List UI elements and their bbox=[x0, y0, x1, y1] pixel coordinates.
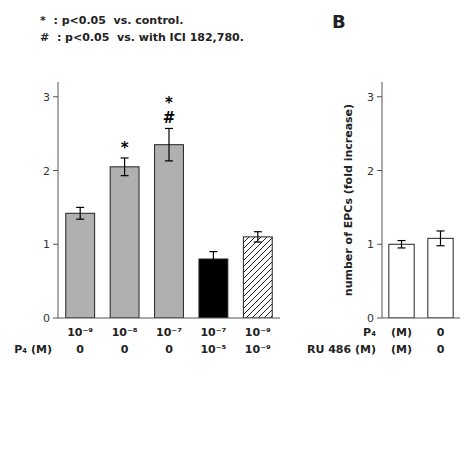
error-cap bbox=[209, 251, 217, 252]
error-cap bbox=[398, 240, 406, 241]
error-stem bbox=[440, 231, 441, 246]
x-category-label: 0 bbox=[121, 343, 129, 356]
y-axis-label: number of EPCs (fold increase) bbox=[342, 104, 355, 296]
row-label: P₄ bbox=[363, 326, 376, 339]
x-category-label: 10⁻⁹ bbox=[67, 326, 93, 339]
x-category-label: 0 bbox=[165, 343, 173, 356]
error-stem bbox=[401, 241, 402, 248]
y-tick-label: 0 bbox=[367, 312, 374, 325]
y-tick-label: 2 bbox=[43, 165, 50, 178]
y-tick bbox=[377, 244, 382, 245]
y-tick bbox=[53, 244, 58, 245]
y-tick bbox=[377, 96, 382, 97]
x-category-label: 10⁻⁹ bbox=[245, 343, 271, 356]
error-bar bbox=[165, 128, 173, 160]
panel: B 0 1 2 3 number of EPCs (fold increase) (M) (M… bbox=[307, 11, 460, 356]
error-cap bbox=[254, 231, 262, 232]
annotation: * bbox=[121, 139, 129, 157]
x-axis-line bbox=[382, 318, 460, 319]
x-category-label: 0 bbox=[76, 343, 84, 356]
y-tick bbox=[53, 318, 58, 319]
x-category-label: 10⁻⁹ bbox=[245, 326, 271, 339]
error-bar bbox=[209, 252, 217, 267]
bar bbox=[155, 145, 184, 318]
error-bar bbox=[254, 232, 262, 242]
x-category-label: 10⁻⁷ bbox=[200, 326, 226, 339]
error-cap bbox=[76, 219, 84, 220]
title: B bbox=[332, 11, 346, 32]
panel: * : p<0.05 vs. control. # : p<0.05 vs. wi… bbox=[14, 14, 280, 356]
bars bbox=[389, 231, 453, 318]
y-tick-label: 3 bbox=[43, 91, 50, 104]
y-tick bbox=[53, 170, 58, 171]
subtitle: * : p<0.05 vs. control. bbox=[40, 14, 183, 27]
bar bbox=[243, 237, 272, 318]
x-category-label: 0 bbox=[437, 326, 445, 339]
bar bbox=[389, 244, 414, 318]
bar bbox=[110, 167, 139, 318]
annotation: * bbox=[165, 94, 173, 112]
subtitle: # : p<0.05 vs. with ICI 182,780. bbox=[40, 31, 244, 44]
error-bar bbox=[437, 231, 445, 246]
x-category-label: 10⁻⁸ bbox=[112, 326, 138, 339]
error-cap bbox=[165, 160, 173, 161]
row-label: P₄ (M) bbox=[14, 343, 52, 356]
y-axis-line bbox=[382, 82, 383, 318]
bar bbox=[428, 238, 453, 318]
x-category-label: 10⁻⁷ bbox=[156, 326, 182, 339]
bar bbox=[199, 259, 228, 318]
error-bar bbox=[398, 241, 406, 248]
error-cap bbox=[209, 266, 217, 267]
error-bar bbox=[76, 207, 84, 219]
error-bar bbox=[121, 158, 129, 176]
bars bbox=[66, 128, 272, 318]
error-stem bbox=[168, 128, 169, 160]
error-cap bbox=[398, 247, 406, 248]
y-tick-label: 1 bbox=[43, 238, 50, 251]
error-cap bbox=[437, 245, 445, 246]
error-cap bbox=[254, 241, 262, 242]
x-category-label: 10⁻⁵ bbox=[200, 343, 226, 356]
x-category-label: 0 bbox=[437, 343, 445, 356]
error-cap bbox=[437, 230, 445, 231]
x-axis-line bbox=[58, 318, 280, 319]
y-tick bbox=[377, 318, 382, 319]
error-stem bbox=[124, 158, 125, 176]
y-tick-label: 3 bbox=[367, 91, 374, 104]
bar bbox=[66, 213, 95, 318]
y-tick bbox=[377, 170, 382, 171]
error-stem bbox=[257, 232, 258, 242]
error-stem bbox=[80, 207, 81, 219]
y-tick-label: 2 bbox=[367, 165, 374, 178]
error-stem bbox=[213, 252, 214, 267]
error-cap bbox=[76, 207, 84, 208]
error-cap bbox=[121, 157, 129, 158]
y-tick-label: 0 bbox=[43, 312, 50, 325]
x-category-label: (M) bbox=[391, 343, 412, 356]
y-tick bbox=[53, 96, 58, 97]
y-tick-label: 1 bbox=[367, 238, 374, 251]
error-cap bbox=[121, 175, 129, 176]
chart-root: * : p<0.05 vs. control. # : p<0.05 vs. wi… bbox=[0, 0, 474, 474]
row-label: RU 486 (M) bbox=[307, 343, 376, 356]
error-cap bbox=[165, 128, 173, 129]
y-axis-line bbox=[58, 82, 59, 318]
x-category-label: (M) bbox=[391, 326, 412, 339]
